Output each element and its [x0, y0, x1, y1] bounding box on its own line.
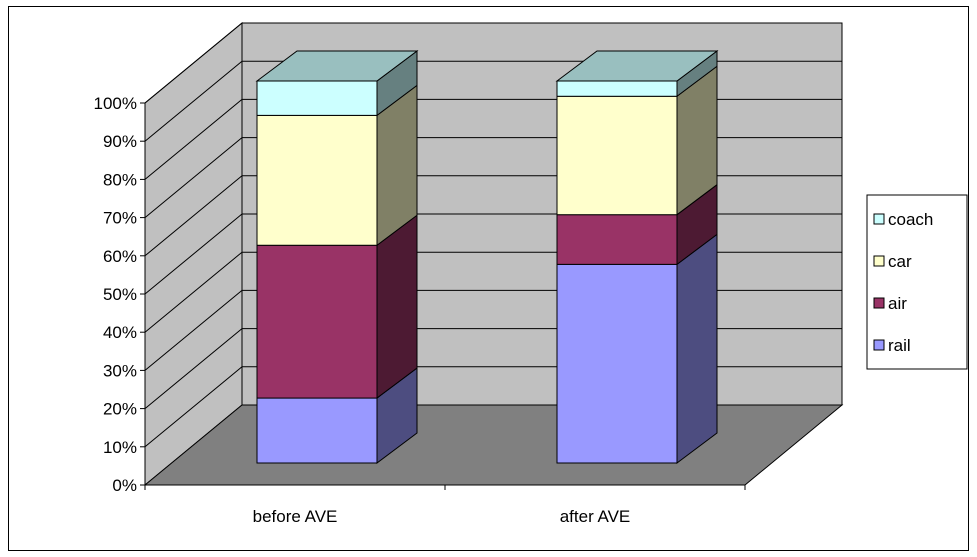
y-tick-label: 50%: [103, 285, 137, 304]
legend-label-rail: rail: [888, 336, 911, 355]
y-tick-label: 100%: [94, 94, 137, 113]
y-tick-label: 60%: [103, 247, 137, 266]
legend-swatch-air: [873, 297, 885, 309]
bar-car-0: [256, 114, 378, 246]
y-tick-label: 70%: [103, 209, 137, 228]
bar-top-0: [255, 50, 419, 82]
gridline: [144, 22, 842, 104]
legend-swatch-coach: [873, 213, 885, 225]
bar-top-1: [555, 50, 719, 82]
chart-walls: [143, 21, 844, 487]
y-tick-label: 80%: [103, 170, 137, 189]
legend-swatch-car: [873, 255, 885, 267]
legend-label-air: air: [888, 294, 907, 313]
legend-label-car: car: [888, 252, 912, 271]
bar-coach-0: [256, 80, 378, 116]
bar-car-1: [556, 95, 678, 216]
y-tick-label: 30%: [103, 361, 137, 380]
bar-air-1: [556, 214, 678, 265]
bars: [255, 50, 719, 464]
y-tick-label: 40%: [103, 323, 137, 342]
bar-air-0: [256, 244, 378, 399]
y-tick-label: 20%: [103, 400, 137, 419]
floor: [143, 404, 844, 486]
y-tick-label: 0%: [112, 476, 137, 495]
legend: coach car air rail: [866, 194, 968, 370]
legend-label-coach: coach: [888, 210, 933, 229]
y-axis-ticks: 0% 10% 20% 30% 40% 50% 60% 70% 80% 90% 100%: [94, 94, 145, 495]
x-category-label: before AVE: [253, 507, 338, 526]
bar-rail-0: [256, 397, 378, 464]
x-category-label: after AVE: [560, 507, 631, 526]
legend-swatch-rail: [873, 339, 885, 351]
bar-rail-1: [556, 263, 678, 464]
x-axis-categories: before AVE after AVE: [253, 507, 631, 526]
y-tick-label: 90%: [103, 132, 137, 151]
bar-coach-1: [556, 80, 678, 97]
bar-side-air-0: [376, 214, 418, 400]
y-tick-label: 10%: [103, 438, 137, 457]
bar-side-rail-1: [676, 233, 718, 464]
